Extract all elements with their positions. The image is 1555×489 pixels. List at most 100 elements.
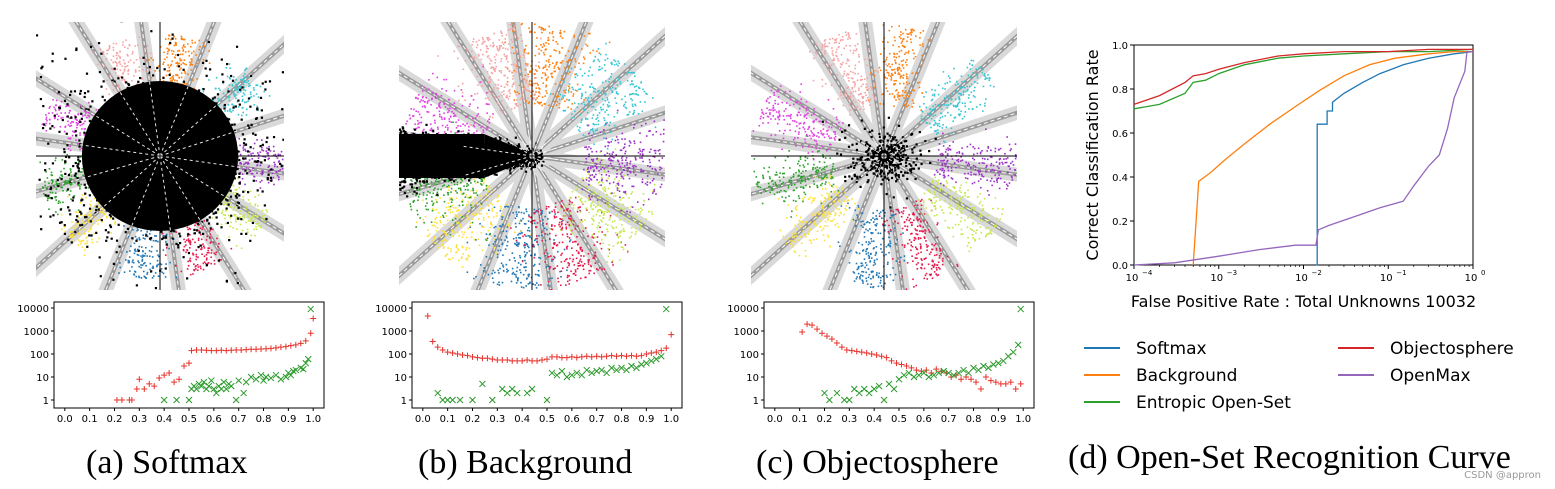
y-tick-label: 10000: [375, 304, 407, 315]
center-dash: [867, 129, 885, 157]
unknown-marker: [826, 396, 833, 404]
unknown-marker: [950, 371, 958, 379]
known-marker: [968, 376, 975, 383]
unknown-marker: [173, 396, 180, 404]
unknown-marker: [633, 364, 640, 372]
center-dash: [883, 134, 908, 157]
plot-frame: [1133, 44, 1474, 266]
unknown-marker: [840, 396, 848, 404]
known-marker: [888, 357, 895, 364]
known-marker: [818, 330, 825, 337]
unknown-marker: [638, 361, 645, 368]
x-tick-label: 0.9: [990, 414, 1006, 425]
known-marker: [454, 351, 461, 357]
cluster-1: [510, 196, 629, 290]
unknown-marker: [960, 366, 967, 374]
x-tick-label: 0.3: [489, 414, 505, 425]
known-marker: [429, 338, 436, 345]
unknown-marker: [578, 371, 586, 379]
known-marker: [186, 360, 192, 367]
y-tick-label: 0.6: [1112, 129, 1128, 140]
x-tick-label: 0.4: [866, 414, 882, 425]
x-tick-label: 10: [1465, 273, 1478, 284]
unknown-marker: [198, 382, 205, 390]
unknown-marker: [623, 366, 630, 374]
unknown-marker: [235, 377, 243, 384]
cluster-8: [753, 135, 840, 218]
unknown-marker: [304, 355, 312, 363]
legend-label: Entropic Open-Set: [1136, 393, 1291, 413]
unknown-marker: [553, 371, 561, 379]
known-marker: [987, 377, 994, 384]
known-marker: [424, 312, 431, 319]
y-tick-label: 1: [401, 396, 407, 407]
known-marker: [188, 347, 195, 354]
unknown-marker: [200, 378, 208, 386]
unknown-marker: [1004, 352, 1012, 360]
unknown-marker: [980, 362, 987, 370]
center-dash: [80, 105, 161, 157]
unknown-marker: [613, 366, 620, 374]
unknown-marker: [593, 367, 601, 375]
known-marker: [469, 353, 476, 360]
center-dash: [883, 155, 889, 187]
x-axis-label: False Positive Rate : Total Unknowns 100…: [1131, 292, 1476, 311]
x-tick-label: 0.4: [156, 414, 172, 425]
unknown-marker: [1009, 348, 1017, 356]
scatter-plot-softmax: [36, 22, 284, 290]
unknown-marker: [456, 396, 464, 404]
known-marker: [848, 347, 855, 354]
unknown-marker: [970, 364, 977, 372]
center-dash: [883, 155, 911, 173]
known-marker: [838, 344, 845, 351]
unknown-marker: [885, 380, 893, 388]
y-tick-label: 1: [43, 396, 49, 407]
y-tick-label: 1.0: [1112, 41, 1128, 52]
known-marker: [118, 397, 125, 403]
known-marker: [992, 379, 999, 386]
unknown-marker: [568, 371, 576, 379]
unknown-marker: [434, 389, 442, 397]
known-marker: [474, 354, 481, 361]
y-tick-label: 10: [36, 373, 49, 384]
unknown-marker: [657, 352, 665, 360]
center-dash: [159, 92, 230, 157]
unknown-marker: [995, 359, 1002, 367]
ray-dash: [883, 155, 969, 290]
unknown-marker: [850, 385, 858, 393]
unknown-marker: [277, 375, 285, 383]
unknown-marker: [272, 371, 280, 379]
known-marker: [464, 352, 471, 359]
unknown-marker: [227, 382, 235, 390]
unknown-marker: [222, 385, 230, 393]
known-marker: [539, 356, 546, 363]
known-marker: [181, 363, 188, 370]
known-marker: [663, 345, 670, 352]
unknown-marker: [930, 371, 938, 379]
x-tick-label: 0.6: [206, 414, 222, 425]
known-marker: [668, 331, 675, 338]
center-dash: [871, 155, 885, 186]
known-marker: [977, 386, 984, 393]
center-dash: [857, 139, 885, 157]
unknown-marker: [220, 378, 228, 386]
center-dash: [146, 63, 161, 157]
x-tick-label: 0.9: [280, 414, 296, 425]
known-marker: [633, 353, 640, 360]
known-marker: [434, 344, 441, 351]
ray-dash: [864, 22, 885, 157]
x-tick-label: 0.0: [767, 414, 783, 425]
center-dash: [69, 155, 161, 183]
x-tick-label: 1.0: [1015, 414, 1031, 425]
x-tick-label: 10: [1210, 273, 1223, 284]
known-marker: [598, 353, 605, 360]
known-marker: [136, 376, 143, 383]
cluster-3: [549, 42, 657, 150]
x-tick-label: 0.3: [841, 414, 857, 425]
known-marker: [903, 363, 910, 370]
known-marker: [534, 357, 541, 364]
y-tick-label: 0.8: [1112, 85, 1128, 96]
osr-curve-chart: 10 −4 10 −3 10 −2 10 −1 10 00.00.20.40.60.81.0Fal…: [1083, 41, 1514, 413]
unknown-marker: [523, 389, 531, 397]
unknown-marker: [603, 369, 610, 377]
